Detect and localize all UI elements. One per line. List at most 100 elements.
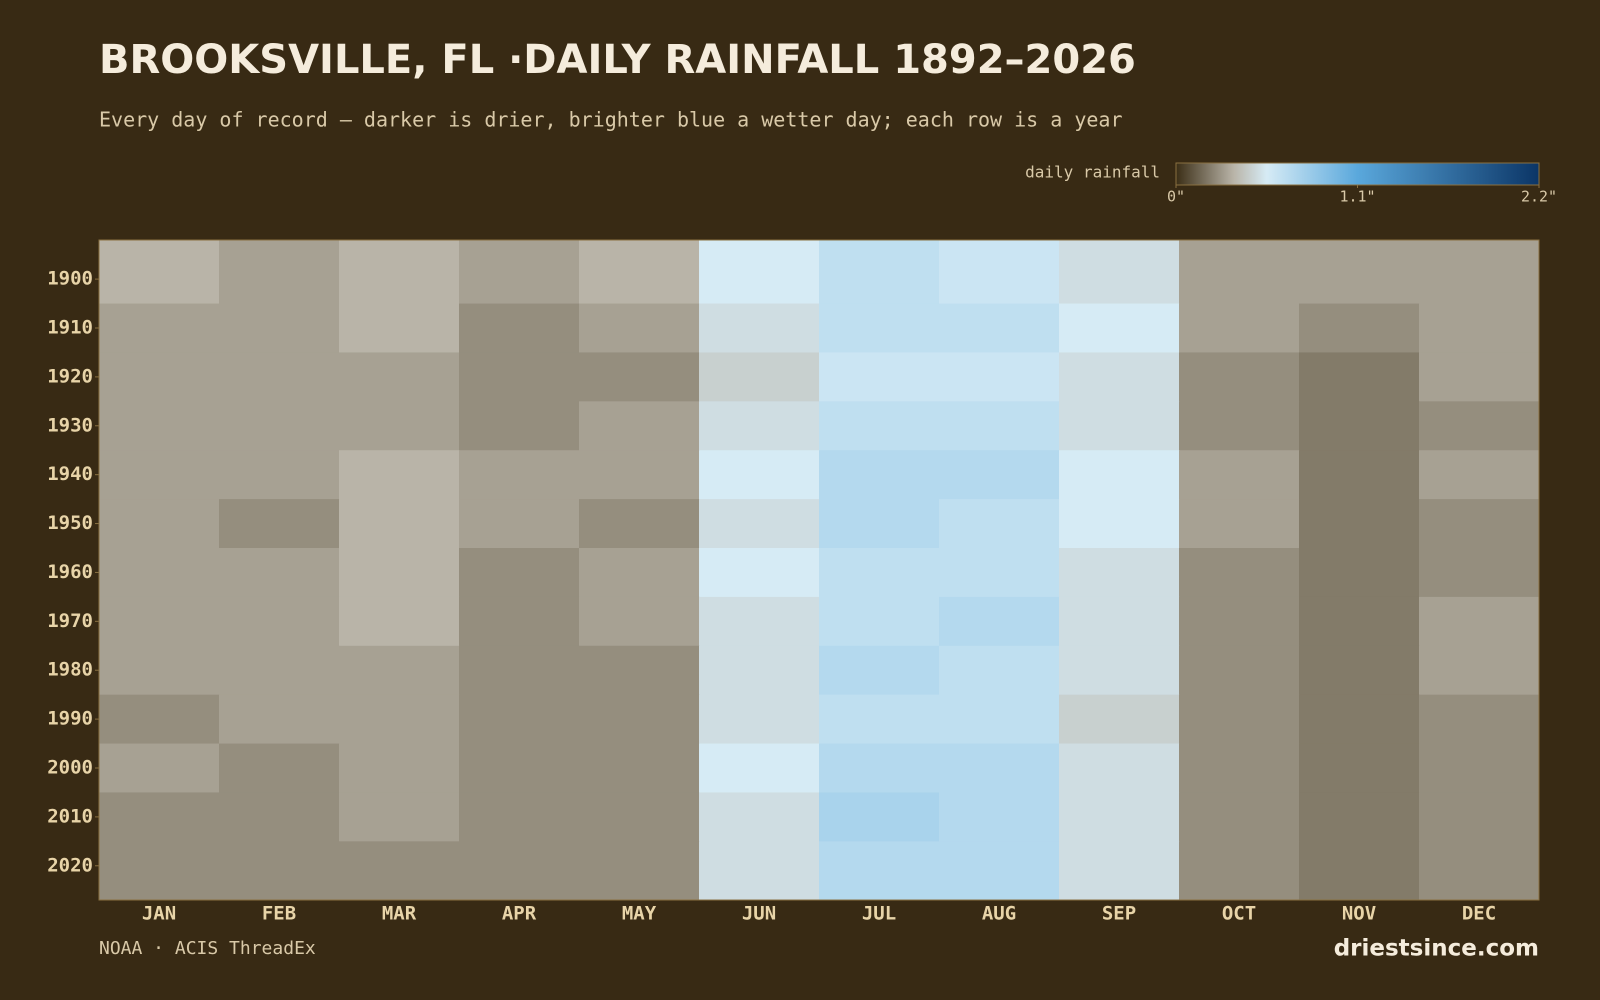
heatmap-cell <box>1059 548 1180 598</box>
heatmap-cell <box>99 841 220 901</box>
heatmap-cell <box>939 694 1060 745</box>
heatmap-cell <box>459 450 580 500</box>
heatmap-cell <box>339 450 460 500</box>
heatmap-cell <box>1419 352 1540 402</box>
heatmap-cell <box>1299 743 1420 793</box>
heatmap-cell <box>699 450 820 500</box>
x-tick-label: NOV <box>1342 903 1376 925</box>
heatmap-cell <box>459 303 580 353</box>
heatmap-cell <box>339 352 460 402</box>
heatmap-cell <box>699 596 820 647</box>
heatmap-cell <box>1179 596 1300 647</box>
heatmap-cell <box>339 792 460 842</box>
y-tick-label: 1900 <box>47 268 93 290</box>
heatmap-cell <box>579 303 700 353</box>
heatmap-cell <box>579 645 700 696</box>
heatmap-cell <box>339 645 460 696</box>
heatmap-cell <box>1419 694 1540 745</box>
y-tick-label: 1940 <box>47 463 93 485</box>
heatmap-cell <box>99 743 220 793</box>
y-tick-label: 1950 <box>47 512 93 534</box>
heatmap-cell <box>699 841 820 901</box>
x-tick-label: FEB <box>262 903 296 925</box>
heatmap-cell <box>1299 645 1420 696</box>
heatmap-cell <box>339 401 460 451</box>
colorbar-tick-label: 1.1" <box>1339 188 1375 206</box>
heatmap-cell <box>1059 499 1180 549</box>
heatmap-cell <box>579 841 700 901</box>
heatmap-cell <box>1419 645 1540 696</box>
heatmap-cell <box>1059 450 1180 500</box>
heatmap-cell <box>459 499 580 549</box>
heatmap-cell <box>219 792 340 842</box>
y-tick-label: 2000 <box>47 757 93 779</box>
heatmap-cell <box>1419 499 1540 549</box>
heatmap-cell <box>819 450 940 500</box>
heatmap-cell <box>939 240 1060 305</box>
y-tick-label: 1930 <box>47 414 93 436</box>
heatmap-cell <box>1419 401 1540 451</box>
heatmap-cell <box>939 792 1060 842</box>
source: NOAA · ACIS ThreadEx <box>99 938 316 959</box>
heatmap-cell <box>1299 303 1420 353</box>
heatmap-cell <box>1059 303 1180 353</box>
heatmap-cell <box>699 352 820 402</box>
x-tick-label: AUG <box>982 903 1016 925</box>
heatmap-cell <box>1299 548 1420 598</box>
heatmap-cell <box>1299 596 1420 647</box>
heatmap-cell <box>99 694 220 745</box>
heatmap-cell <box>819 352 940 402</box>
heatmap-cell <box>219 303 340 353</box>
heatmap-cell <box>1179 743 1300 793</box>
heatmap-cell <box>339 841 460 901</box>
heatmap-cell <box>1059 792 1180 842</box>
heatmap-cell <box>1179 841 1300 901</box>
heatmap-cell <box>459 694 580 745</box>
heatmap-cell <box>939 548 1060 598</box>
heatmap-cell <box>1179 548 1300 598</box>
heatmap-cell <box>1419 240 1540 305</box>
heatmap-cell <box>819 596 940 647</box>
heatmap-cell <box>579 792 700 842</box>
heatmap-cell <box>339 743 460 793</box>
colorbar <box>1175 162 1540 186</box>
y-tick-label: 2010 <box>47 805 93 827</box>
heatmap-cell <box>1419 548 1540 598</box>
x-tick-label: JAN <box>142 903 176 925</box>
heatmap-cell <box>219 450 340 500</box>
y-tick-label: 1970 <box>47 610 93 632</box>
heatmap-cell <box>939 841 1060 901</box>
chart-subtitle: Every day of record — darker is drier, b… <box>99 108 1123 132</box>
heatmap-cell <box>819 841 940 901</box>
heatmap-cell <box>699 240 820 305</box>
heatmap-cell <box>939 450 1060 500</box>
x-tick-label: MAR <box>382 903 417 925</box>
heatmap-cell <box>459 792 580 842</box>
x-tick-label: APR <box>502 903 537 925</box>
heatmap-cell <box>99 548 220 598</box>
heatmap-cell <box>819 694 940 745</box>
heatmap-cell <box>819 792 940 842</box>
plot-frame <box>98 239 1540 901</box>
heatmap-cell <box>99 792 220 842</box>
heatmap-cell <box>219 743 340 793</box>
heatmap-cell <box>699 401 820 451</box>
heatmap-cell <box>219 841 340 901</box>
heatmap-cell <box>579 401 700 451</box>
heatmap-cell <box>99 401 220 451</box>
heatmap-cell <box>339 596 460 647</box>
heatmap-cell <box>99 596 220 647</box>
chart-title: BROOKSVILLE, FL ·DAILY RAINFALL 1892–202… <box>99 37 1136 83</box>
x-tick-label: JUN <box>742 903 776 925</box>
heatmap-cell <box>1299 499 1420 549</box>
heatmap-cell <box>459 352 580 402</box>
heatmap-cell <box>1419 596 1540 647</box>
heatmap-cell <box>219 596 340 647</box>
heatmap-cell <box>1299 841 1420 901</box>
heatmap-cell <box>819 548 940 598</box>
heatmap-cell <box>819 743 940 793</box>
y-tick-label: 1910 <box>47 317 93 339</box>
heatmap-cell <box>1179 450 1300 500</box>
